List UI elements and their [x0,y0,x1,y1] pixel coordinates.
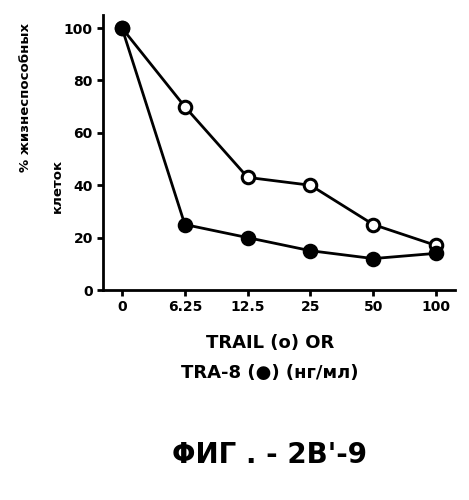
Text: TRAIL (o) OR: TRAIL (o) OR [205,334,334,351]
Text: клеток: клеток [51,158,64,212]
Text: TRA-8 (●) (нг/мл): TRA-8 (●) (нг/мл) [181,364,358,382]
Text: % жизнеспособных: % жизнеспособных [19,23,32,172]
Text: ΦИГ . - 2B'-9: ΦИГ . - 2B'-9 [172,441,367,469]
